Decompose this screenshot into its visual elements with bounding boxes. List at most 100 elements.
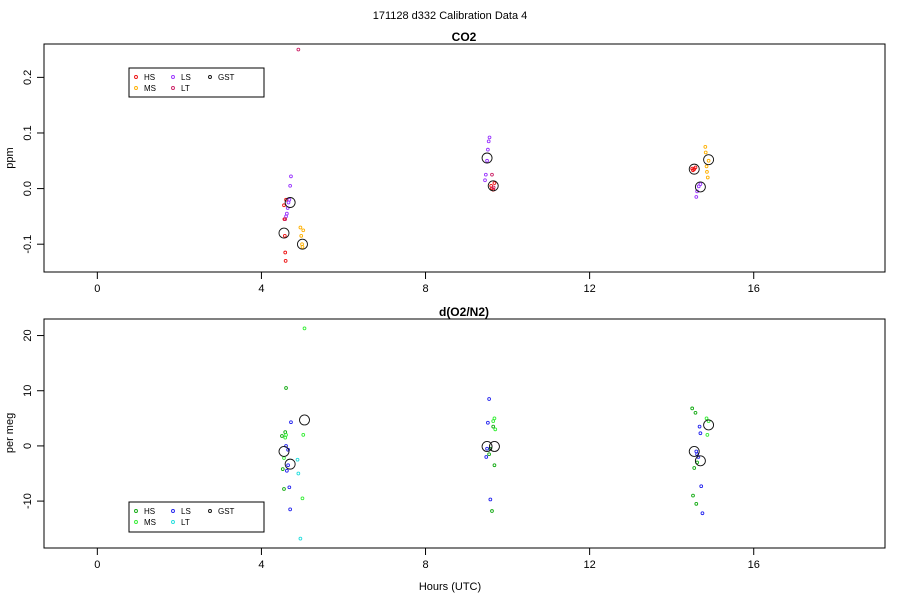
o2n2-point-ls [289,420,293,425]
co2-point-hs [693,165,698,170]
co2-point-ls [287,197,292,202]
o2n2-legend-box [128,501,265,533]
co2-legend-label-ms: MS [144,84,156,93]
o2n2-axes: 0 4 8 12 16 -10 0 10 20 [22,329,760,571]
co2-point-ls [485,158,489,163]
co2-point-ls [698,182,703,186]
o2n2-point-ms [301,433,306,437]
co2-point-ms [704,164,709,169]
o2n2-legend-label-ms: MS [144,518,156,527]
co2-y-tick-label: 0.1 [22,125,34,140]
o2n2-legend-marker-gst [208,509,212,513]
co2-point-ms [703,150,708,155]
co2-legend-label-gst: GST [218,73,235,82]
o2n2-legend-marker-lt [171,520,175,524]
co2-point-ms [705,175,710,180]
o2n2-x-tick-label: 16 [748,559,760,571]
o2n2-point-ls [699,484,704,489]
o2n2-x-tick-label: 4 [258,559,264,571]
o2n2-point-hs [280,467,285,471]
figure-title: 171128 d332 Calibration Data 4 [373,10,528,22]
co2-x-tick-label: 8 [422,283,428,295]
co2-point-lt [490,172,494,177]
o2n2-point-gst [688,445,700,457]
o2n2-legend-marker-ls [171,509,175,513]
o2n2-point-ls [487,397,491,401]
co2-legend-marker-lt [171,86,175,90]
o2n2-point-ls [288,507,292,512]
o2n2-point-hs [691,493,695,498]
o2n2-point-ms [492,416,497,421]
co2-point-ms [703,145,708,149]
o2n2-point-ms [300,496,305,501]
co2-panel: CO2 ppm 0 4 8 12 16 -0.1 0.0 0.1 0.2 HS MS LS LT GST [4,30,886,295]
co2-point-lt [491,185,496,190]
o2n2-x-tick-label: 12 [583,559,595,571]
co2-legend-label-ls: LS [181,73,191,82]
o2n2-point-gst [299,414,310,426]
co2-legend-marker-gst [208,75,212,79]
o2n2-point-ls [488,497,493,502]
co2-legend-marker-ls [171,75,175,79]
o2n2-point-gst [278,445,290,457]
co2-legend-label-lt: LT [181,84,190,93]
o2n2-point-ms [704,416,709,421]
o2n2-point-ls [486,420,490,425]
o2n2-point-ls [700,511,705,516]
co2-point-gst [278,227,290,239]
o2n2-point-ms [705,433,710,437]
co2-legend: HS MS LS LT GST [128,67,265,98]
co2-point-hs [282,203,286,208]
o2n2-y-tick-label: 0 [22,443,34,449]
co2-point-lt [283,217,288,222]
o2n2-x-tick-label: 0 [94,559,100,571]
o2n2-point-lt [295,457,300,462]
co2-x-tick-label: 0 [94,283,100,295]
o2n2-point-hs [491,424,496,429]
o2n2-point-ls [287,485,292,490]
co2-point-ms [301,228,306,233]
co2-y-tick-label: 0.2 [22,70,34,85]
co2-point-hs [283,259,288,263]
co2-x-tick-label: 12 [583,283,595,295]
co2-point-gst [703,154,715,166]
o2n2-panel-title: d(O2/N2) [439,305,489,319]
co2-legend-box [128,67,265,98]
o2n2-point-gst [284,458,296,470]
co2-point-ms [300,245,305,249]
o2n2-point-hs [693,410,698,415]
o2n2-point-ls [485,446,489,451]
o2n2-point-ms [493,427,498,432]
o2n2-point-gst [481,441,493,452]
co2-legend-label-hs: HS [144,73,155,82]
o2n2-x-axis-label: Hours (UTC) [419,581,481,593]
o2n2-y-tick-label: 10 [22,385,34,397]
o2n2-point-lt [296,471,301,476]
o2n2-legend: HS MS LS LT GST [128,501,265,533]
o2n2-legend-label-gst: GST [218,507,235,516]
o2n2-legend-marker-hs [134,509,138,513]
o2n2-point-hs [690,406,695,411]
co2-point-hs [282,234,287,238]
co2-point-ls [289,174,293,179]
co2-point-ms [706,158,711,163]
o2n2-legend-label-lt: LT [181,518,190,527]
o2n2-y-tick-label: 20 [22,329,34,341]
co2-panel-title: CO2 [452,30,477,44]
co2-point-gst [688,163,700,175]
o2n2-point-hs [284,386,288,390]
co2-x-tick-label: 16 [748,283,760,295]
o2n2-point-ms [282,456,286,460]
co2-point-ls [486,139,491,144]
o2n2-point-gst [703,419,715,431]
co2-point-gst [297,238,308,250]
o2n2-legend-marker-ms [134,520,138,524]
co2-point-ms [299,234,304,238]
o2n2-point-lt [298,536,303,541]
co2-x-tick-label: 4 [258,283,264,295]
o2n2-point-ms [284,433,288,437]
co2-axes: 0 4 8 12 16 -0.1 0.0 0.1 0.2 [22,70,760,295]
o2n2-point-ms [302,326,307,331]
co2-y-tick-label: -0.1 [22,235,34,254]
